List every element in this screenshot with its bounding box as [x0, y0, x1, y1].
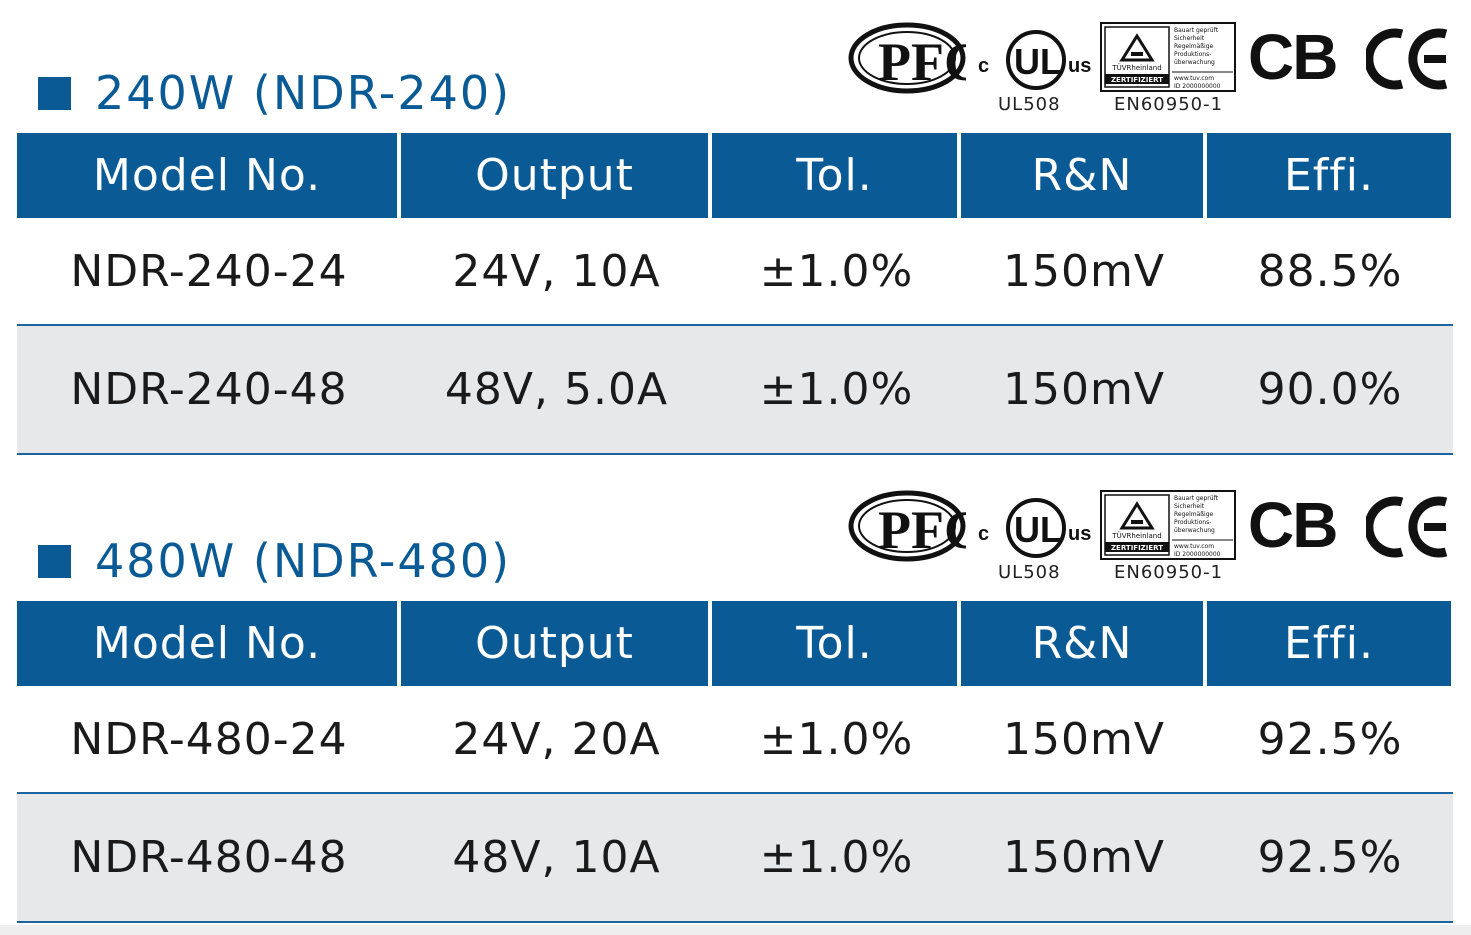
- cell-rn: 150mV: [1003, 245, 1165, 297]
- en-label: EN60950-1: [1114, 94, 1224, 115]
- spec-table: Model No. Output Tol. R&N Effi. NDR-240-…: [17, 133, 1453, 455]
- cell-model: NDR-240-48: [70, 364, 348, 415]
- cell-tol: ±1.0%: [759, 713, 914, 765]
- section-heading: 480W (NDR-480): [38, 536, 511, 586]
- cell-tol: ±1.0%: [759, 832, 914, 883]
- ul-label: UL508: [998, 94, 1061, 115]
- svg-text:c: c: [978, 523, 989, 545]
- cell-output: 48V, 10A: [452, 832, 661, 883]
- ul-logo-icon: c UL us: [978, 30, 1091, 90]
- cell-rn: 150mV: [1003, 713, 1165, 765]
- table-row: NDR-480-48 48V, 10A ±1.0% 150mV 92.5%: [17, 794, 1453, 923]
- svg-text:TÜVRheinland: TÜVRheinland: [1111, 531, 1161, 540]
- ce-mark-icon: [1366, 496, 1448, 558]
- cell-output: 24V, 20A: [452, 713, 661, 765]
- svg-text:TÜVRheinland: TÜVRheinland: [1111, 63, 1161, 72]
- svg-text:UL: UL: [1014, 509, 1062, 550]
- svg-text:Bauart geprüft: Bauart geprüft: [1174, 27, 1219, 34]
- svg-text:PFC: PFC: [878, 500, 966, 560]
- svg-text:ZERTIFIZIERT: ZERTIFIZIERT: [1111, 76, 1163, 84]
- cb-logo-icon: CB: [1248, 489, 1338, 561]
- section-title: 240W (NDR-240): [95, 66, 512, 120]
- cell-effi: 92.5%: [1257, 832, 1403, 883]
- header-tol: Tol.: [712, 601, 957, 686]
- pfc-logo-icon: PFC: [848, 490, 966, 562]
- cell-effi: 90.0%: [1257, 364, 1403, 415]
- svg-text:ID 2000000000: ID 2000000000: [1174, 83, 1221, 90]
- svg-text:überwachung: überwachung: [1174, 59, 1215, 66]
- section-heading: 240W (NDR-240): [38, 68, 511, 118]
- table-row: NDR-240-24 24V, 10A ±1.0% 150mV 88.5%: [17, 218, 1453, 326]
- certification-logos: PFC c UL us TÜVRheinland ZERTIFIZIERT Ba…: [848, 20, 1458, 120]
- tuv-rheinland-logo-icon: TÜVRheinland ZERTIFIZIERT Bauart geprüft…: [1100, 22, 1236, 92]
- svg-text:Regelmäßige: Regelmäßige: [1174, 511, 1214, 518]
- svg-text:c: c: [978, 55, 989, 77]
- svg-text:ZERTIFIZIERT: ZERTIFIZIERT: [1111, 544, 1163, 552]
- table-row: NDR-480-24 24V, 20A ±1.0% 150mV 92.5%: [17, 686, 1453, 794]
- tuv-rheinland-logo-icon: TÜVRheinland ZERTIFIZIERT Bauart geprüft…: [1100, 490, 1236, 560]
- svg-text:Sicherheit: Sicherheit: [1174, 35, 1205, 42]
- header-rn: R&N: [961, 601, 1203, 686]
- svg-text:Bauart geprüft: Bauart geprüft: [1174, 495, 1219, 502]
- certification-logos: PFC c UL us TÜVRheinland ZERTIFIZIERT Ba…: [848, 488, 1458, 588]
- en-label: EN60950-1: [1114, 562, 1224, 583]
- bottom-strip: [0, 925, 1471, 935]
- header-model: Model No.: [17, 133, 397, 218]
- header-output: Output: [401, 601, 708, 686]
- heading-square-icon: [38, 544, 71, 578]
- cell-model: NDR-240-24: [70, 245, 348, 297]
- section-title: 480W (NDR-480): [95, 534, 512, 588]
- table-header: Model No. Output Tol. R&N Effi.: [17, 601, 1453, 686]
- svg-text:us: us: [1068, 55, 1091, 77]
- cell-model: NDR-480-24: [70, 713, 348, 765]
- header-effi: Effi.: [1207, 601, 1451, 686]
- ul-label: UL508: [998, 562, 1061, 583]
- svg-text:überwachung: überwachung: [1174, 527, 1215, 534]
- ul-logo-icon: c UL us: [978, 498, 1091, 558]
- svg-text:us: us: [1068, 523, 1091, 545]
- table-header: Model No. Output Tol. R&N Effi.: [17, 133, 1453, 218]
- svg-text:Produktions-: Produktions-: [1174, 519, 1211, 526]
- svg-text:www.tuv.com: www.tuv.com: [1174, 75, 1214, 82]
- cell-effi: 88.5%: [1257, 245, 1403, 297]
- svg-text:Regelmäßige: Regelmäßige: [1174, 43, 1214, 50]
- header-output: Output: [401, 133, 708, 218]
- ce-mark-icon: [1366, 28, 1448, 90]
- pfc-logo-icon: PFC: [848, 22, 966, 94]
- header-tol: Tol.: [712, 133, 957, 218]
- svg-text:www.tuv.com: www.tuv.com: [1174, 543, 1214, 550]
- spec-table: Model No. Output Tol. R&N Effi. NDR-480-…: [17, 601, 1453, 923]
- cell-tol: ±1.0%: [759, 364, 914, 415]
- cell-rn: 150mV: [1003, 364, 1165, 415]
- cell-output: 48V, 5.0A: [444, 364, 669, 415]
- cell-rn: 150mV: [1003, 832, 1165, 883]
- cell-model: NDR-480-48: [70, 832, 348, 883]
- header-rn: R&N: [961, 133, 1203, 218]
- header-effi: Effi.: [1207, 133, 1451, 218]
- cell-tol: ±1.0%: [759, 245, 914, 297]
- svg-text:ID 2000000000: ID 2000000000: [1174, 551, 1221, 558]
- table-row: NDR-240-48 48V, 5.0A ±1.0% 150mV 90.0%: [17, 326, 1453, 455]
- header-model: Model No.: [17, 601, 397, 686]
- svg-text:Produktions-: Produktions-: [1174, 51, 1211, 58]
- heading-square-icon: [38, 76, 71, 110]
- cb-logo-icon: CB: [1248, 21, 1338, 93]
- svg-text:UL: UL: [1014, 41, 1062, 82]
- cell-output: 24V, 10A: [452, 245, 661, 297]
- svg-text:PFC: PFC: [878, 32, 966, 92]
- cell-effi: 92.5%: [1257, 713, 1403, 765]
- svg-text:Sicherheit: Sicherheit: [1174, 503, 1205, 510]
